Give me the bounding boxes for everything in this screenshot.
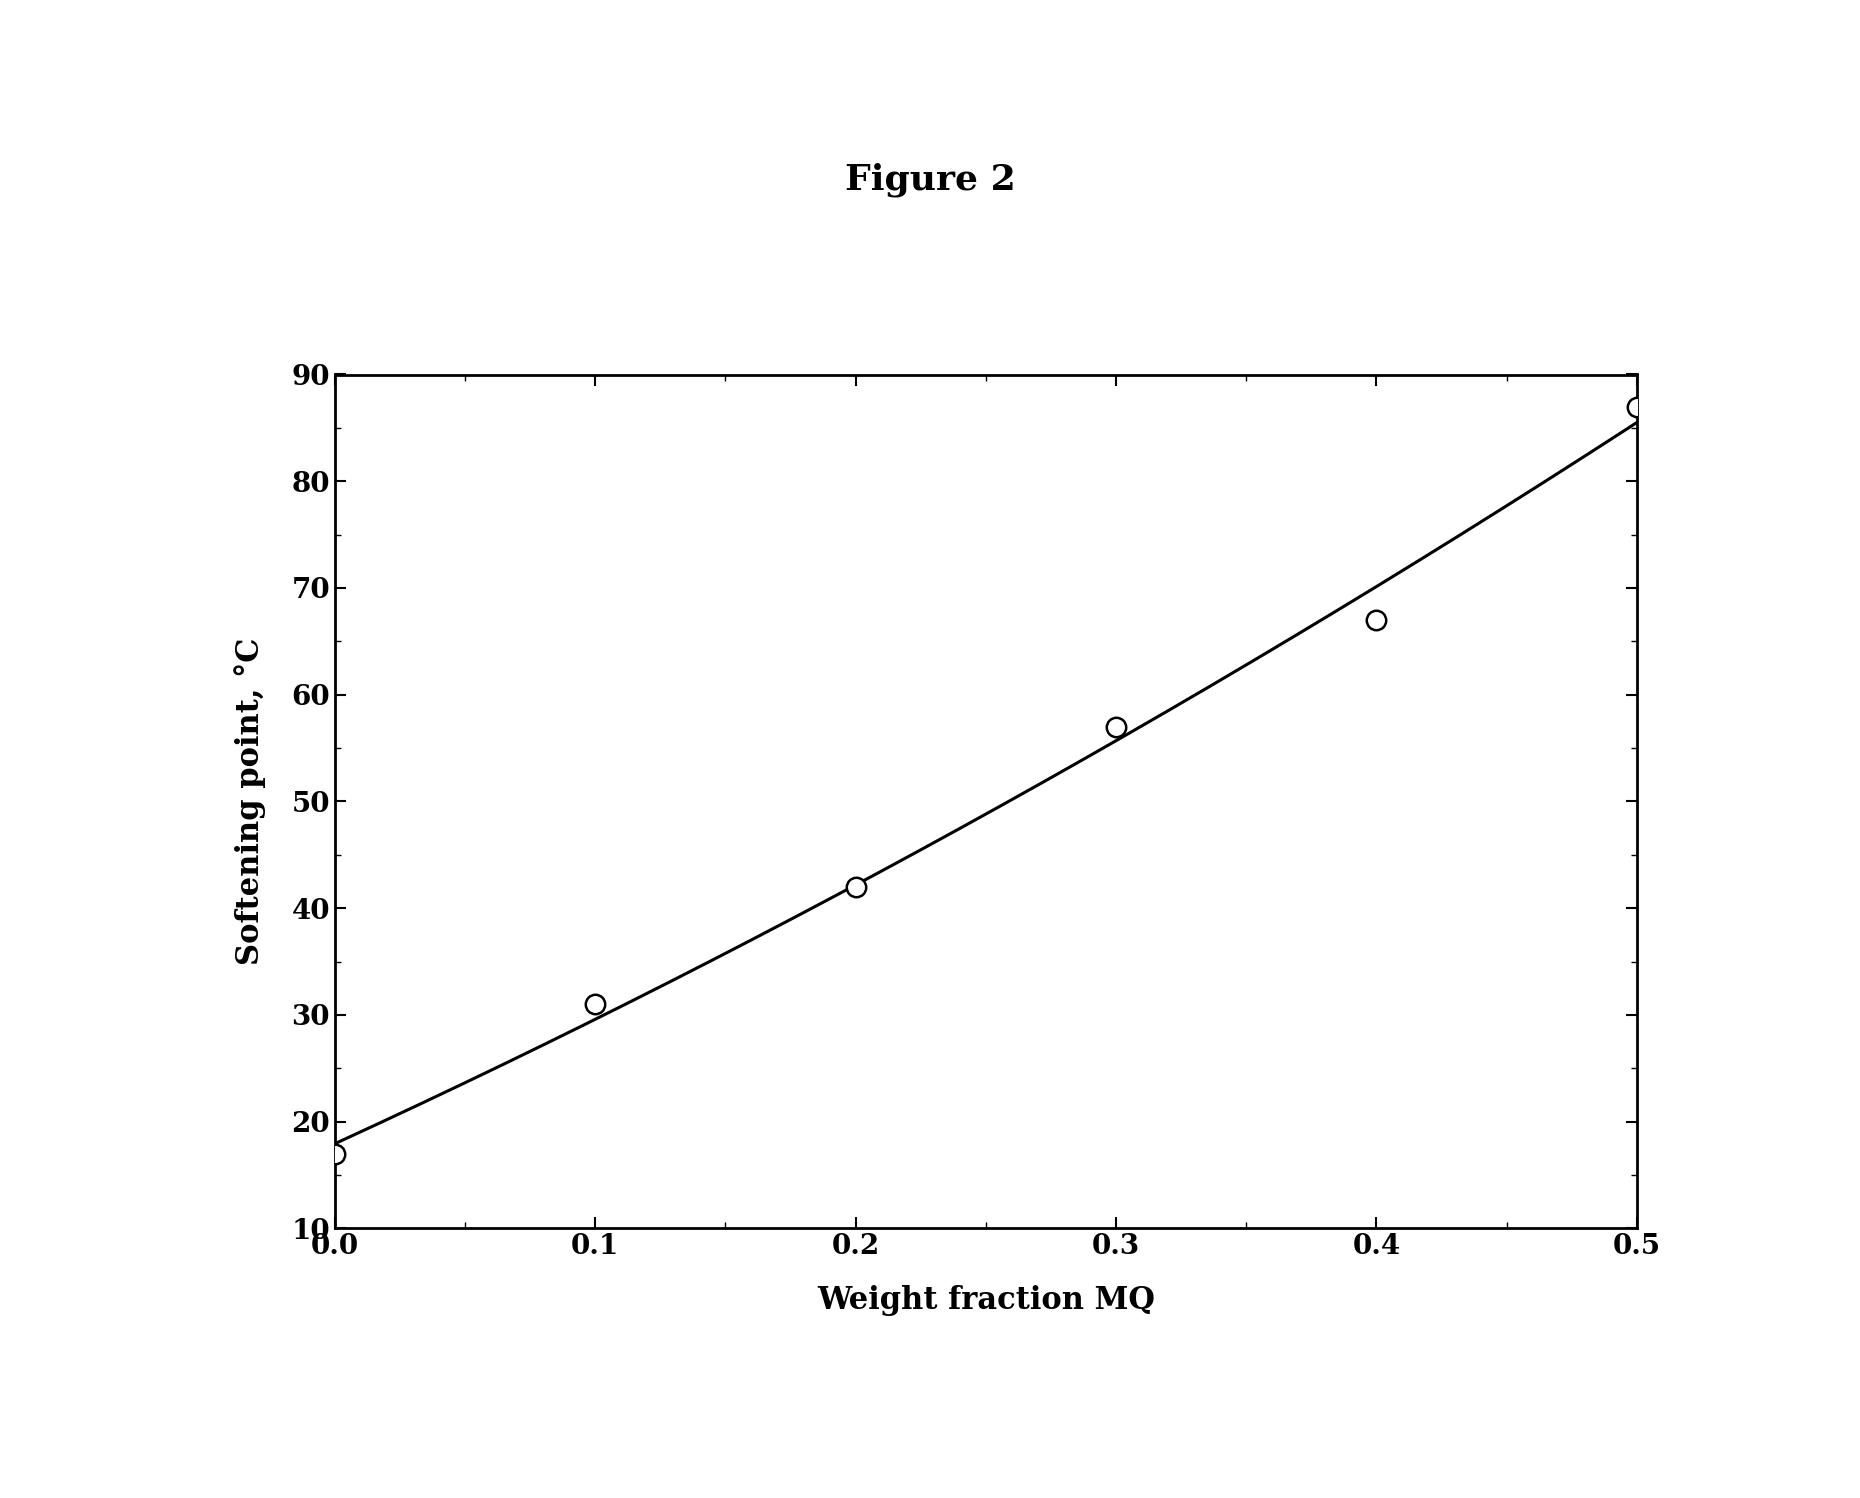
X-axis label: Weight fraction MQ: Weight fraction MQ <box>817 1285 1155 1317</box>
Y-axis label: Softening point, °C: Softening point, °C <box>234 638 266 965</box>
Text: Figure 2: Figure 2 <box>844 162 1016 198</box>
